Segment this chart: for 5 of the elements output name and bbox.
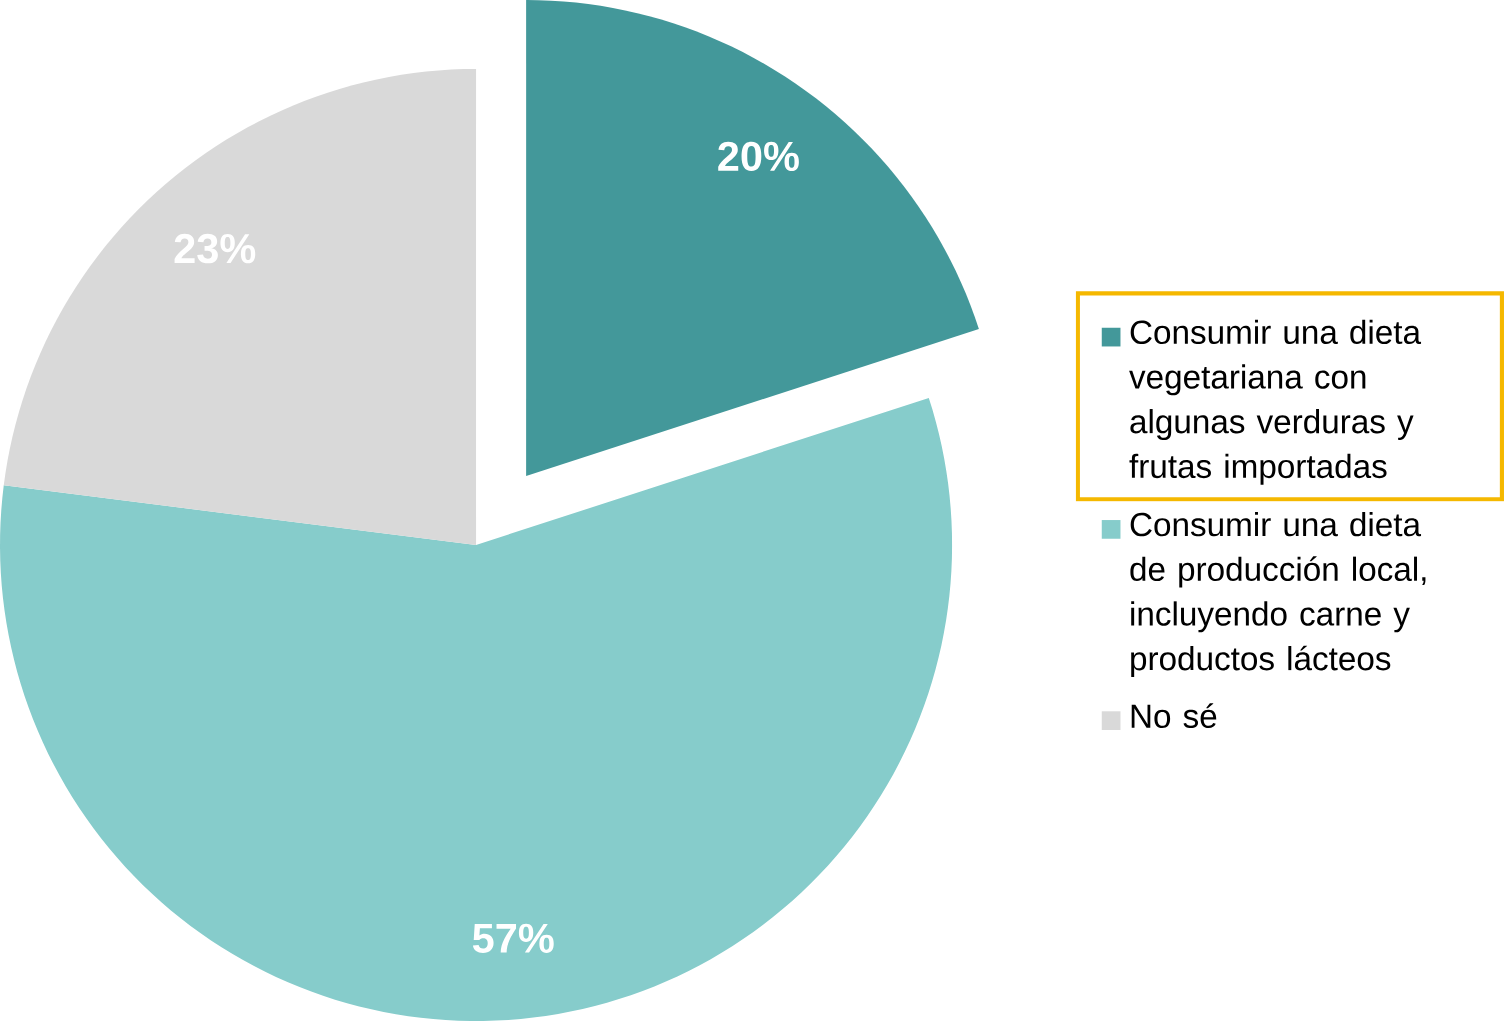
legend-label: Consumir una dieta vegetariana con algunas verduras y frutas importadas bbox=[1129, 319, 1422, 485]
data-label: 20% bbox=[718, 141, 799, 172]
legend-label: No sé bbox=[1131, 703, 1217, 728]
legend-label: Consumir una dieta de producción local, incluyendo carne y productos lácteos bbox=[1130, 511, 1426, 678]
data-label: 57% bbox=[472, 923, 554, 954]
